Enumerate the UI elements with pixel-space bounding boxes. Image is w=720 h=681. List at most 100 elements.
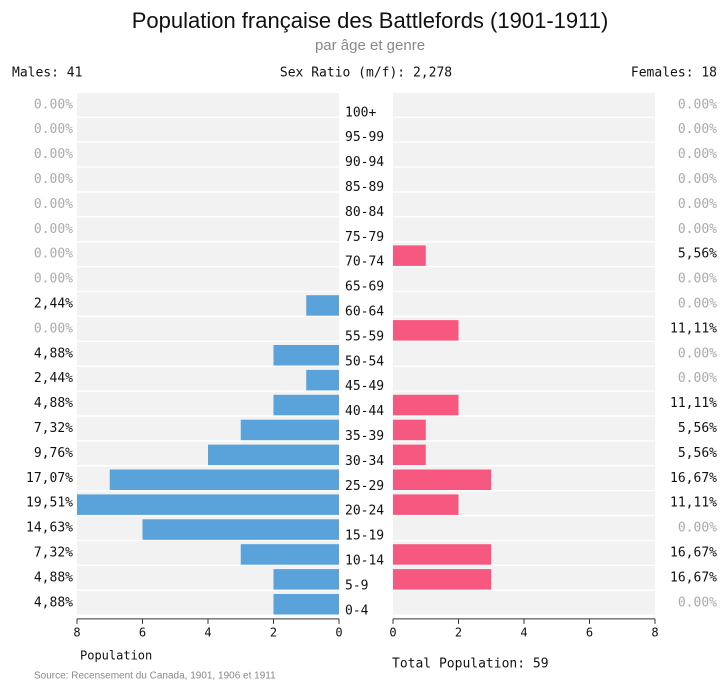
value-label: 0.00% <box>678 371 717 386</box>
category-label: 80-84 <box>345 205 384 220</box>
value-label: 11,11% <box>670 321 717 336</box>
value-label: 0.00% <box>34 247 73 262</box>
row-background <box>393 516 655 540</box>
x-tick-label: 8 <box>651 625 658 639</box>
value-label: 0.00% <box>34 222 73 237</box>
bar <box>393 320 459 341</box>
bar <box>240 419 339 441</box>
value-label: 0.00% <box>678 172 717 187</box>
row-background <box>77 267 339 291</box>
row-background <box>393 217 655 241</box>
category-label: 30-34 <box>345 454 384 469</box>
value-label: 0.00% <box>678 272 717 287</box>
bar <box>273 345 339 366</box>
row-background <box>393 142 655 167</box>
row-background <box>393 342 655 366</box>
category-label: 10-14 <box>345 553 384 568</box>
chart-subtitle: par âge et genre <box>315 37 425 54</box>
x-tick-label: 4 <box>204 625 211 639</box>
value-label: 0.00% <box>678 97 717 112</box>
bar <box>306 295 339 316</box>
value-label: 11,11% <box>670 496 717 511</box>
bar <box>393 419 426 441</box>
bar <box>393 245 426 266</box>
category-label: 20-24 <box>345 504 384 519</box>
center-header: Sex Ratio (m/f): 2,278 <box>280 66 452 81</box>
value-label: 16,67% <box>670 471 717 486</box>
bar <box>142 519 339 540</box>
row-background <box>77 93 339 117</box>
value-label: 0.00% <box>678 222 717 237</box>
x-tick-label: 2 <box>455 625 462 639</box>
row-background <box>393 267 655 291</box>
category-label: 55-59 <box>345 329 384 344</box>
value-label: 4,88% <box>34 396 73 411</box>
value-label: 5,56% <box>678 446 717 461</box>
row-background <box>77 142 339 167</box>
row-background <box>77 366 339 391</box>
category-label: 85-89 <box>345 180 384 195</box>
category-label: 75-79 <box>345 230 384 245</box>
category-label: 25-29 <box>345 479 384 494</box>
value-label: 0.00% <box>678 122 717 137</box>
value-label: 7,32% <box>34 421 73 436</box>
row-background <box>77 167 339 192</box>
bar <box>393 544 492 565</box>
left-header: Males: 41 <box>12 66 82 81</box>
row-background <box>393 441 655 466</box>
value-label: 16,67% <box>670 570 717 585</box>
row-background <box>393 242 655 266</box>
category-label: 95-99 <box>345 130 384 145</box>
row-background <box>77 117 339 142</box>
row-background <box>393 591 655 615</box>
row-background <box>393 416 655 441</box>
right-header: Females: 18 <box>631 66 717 81</box>
row-background <box>393 366 655 391</box>
value-label: 17,07% <box>26 471 73 486</box>
value-label: 0.00% <box>678 521 717 536</box>
bar <box>393 394 459 416</box>
x-tick-label: 6 <box>586 625 593 639</box>
value-label: 0.00% <box>678 147 717 162</box>
value-label: 7,32% <box>34 545 73 560</box>
x-tick-label: 2 <box>270 625 277 639</box>
value-label: 5,56% <box>678 247 717 262</box>
bar <box>240 544 339 565</box>
row-background <box>77 217 339 241</box>
chart-title: Population française des Battlefords (19… <box>132 8 609 33</box>
value-label: 0.00% <box>34 97 73 112</box>
value-label: 0.00% <box>678 197 717 212</box>
x-tick-label: 8 <box>73 625 80 639</box>
category-label: 50-54 <box>345 354 384 369</box>
total-label: Total Population: 59 <box>392 657 549 672</box>
category-label: 45-49 <box>345 379 384 394</box>
category-label: 60-64 <box>345 304 384 319</box>
value-label: 0.00% <box>678 346 717 361</box>
source: Source: Recensement du Canada, 1901, 190… <box>34 671 276 681</box>
row-background <box>393 93 655 117</box>
value-label: 16,67% <box>670 545 717 560</box>
row-background <box>77 292 339 316</box>
row-background <box>393 192 655 217</box>
category-label: 40-44 <box>345 404 384 419</box>
x-tick-label: 0 <box>335 625 342 639</box>
row-background <box>393 292 655 316</box>
category-label: 100+ <box>345 105 376 120</box>
category-label: 0-4 <box>345 603 369 618</box>
bar <box>306 369 339 391</box>
value-label: 0.00% <box>34 122 73 137</box>
value-label: 0.00% <box>34 272 73 287</box>
value-label: 19,51% <box>26 496 73 511</box>
row-background <box>77 242 339 266</box>
row-background <box>77 317 339 341</box>
row-background <box>77 192 339 217</box>
bar <box>77 494 339 515</box>
value-label: 0.00% <box>34 172 73 187</box>
value-label: 14,63% <box>26 521 73 536</box>
category-label: 65-69 <box>345 280 384 295</box>
value-label: 5,56% <box>678 421 717 436</box>
category-label: 90-94 <box>345 155 384 170</box>
category-label: 15-19 <box>345 529 384 544</box>
value-label: 9,76% <box>34 446 73 461</box>
